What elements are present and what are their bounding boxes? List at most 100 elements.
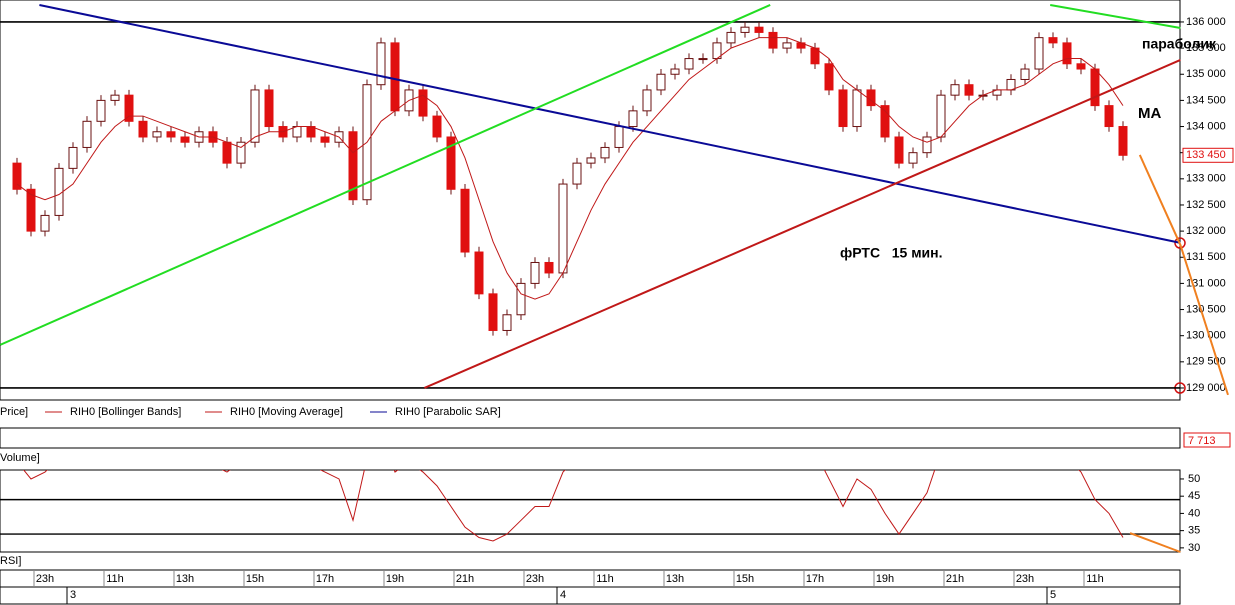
candle-body: [572, 162, 582, 185]
annotation: MA: [1138, 105, 1161, 122]
rsi-tick-label: 50: [1188, 473, 1200, 485]
candle-body: [754, 26, 764, 33]
annotation: параболик: [1142, 36, 1217, 52]
trend-line: [1138, 154, 1229, 396]
candle-body: [922, 136, 932, 154]
candle-body: [152, 131, 162, 138]
candle-body: [698, 58, 708, 61]
candle-body: [12, 162, 22, 190]
x-tick-label: 21h: [946, 573, 964, 585]
candle-body: [432, 115, 442, 138]
candle-body: [96, 99, 106, 122]
last-price-box: [1182, 147, 1234, 163]
volume-last: 7 713: [1188, 435, 1216, 447]
legend-item: RIH0 [Bollinger Bands]: [70, 406, 181, 418]
x-tick-label: 21h: [456, 573, 474, 585]
candle-body: [782, 42, 792, 49]
x-tick-label: 17h: [806, 573, 824, 585]
plot-area: [0, 21, 1180, 389]
y-tick-label: 131 000: [1186, 277, 1226, 289]
rsi-tick-label: 45: [1188, 490, 1200, 502]
x-tick-label: 11h: [106, 573, 124, 585]
candle-body: [768, 31, 778, 49]
candle-body: [1118, 126, 1128, 156]
rsi-tick-label: 40: [1188, 507, 1200, 519]
x-tick-label: 15h: [736, 573, 754, 585]
y-tick-label: 130 500: [1186, 303, 1226, 315]
x-tick-label: 23h: [36, 573, 54, 585]
candle-body: [824, 63, 834, 91]
x-tick-label: 17h: [316, 573, 334, 585]
candle-body: [1048, 37, 1058, 44]
candle-body: [376, 42, 386, 86]
y-tick-label: 132 000: [1186, 225, 1226, 237]
candle-body: [642, 89, 652, 112]
candle-body: [348, 131, 358, 201]
candle-body: [166, 131, 176, 138]
candle-body: [936, 94, 946, 138]
volume-last-box: [1183, 432, 1231, 448]
candle-body: [838, 89, 848, 128]
candle-body: [740, 26, 750, 33]
candle-body: [236, 141, 246, 164]
legend-item: RIH0 [Parabolic SAR]: [395, 406, 501, 418]
candle-body: [600, 146, 610, 159]
y-tick-label: 135 500: [1186, 42, 1226, 54]
x-tick-label: 19h: [386, 573, 404, 585]
candle-body: [446, 136, 456, 190]
x-tick-label: 13h: [176, 573, 194, 585]
candle-body: [656, 73, 666, 91]
candle-body: [908, 152, 918, 164]
candle-body: [964, 84, 974, 96]
candle-body: [684, 58, 694, 70]
candle-body: [544, 261, 554, 274]
candle-body: [390, 42, 400, 112]
rsi-tick-label: 35: [1188, 525, 1200, 537]
annotation: фРТС 15 мин.: [840, 245, 943, 261]
date-axis: [0, 586, 1181, 605]
candle-body: [110, 94, 120, 101]
candle-body: [222, 141, 232, 164]
y-tick-label: 133 000: [1186, 173, 1226, 185]
y-tick-label: 130 000: [1186, 330, 1226, 342]
date-label: 5: [1050, 589, 1056, 601]
price-panel: [0, 0, 1181, 401]
rsi-trend-line: [1129, 532, 1181, 553]
legend: Price] RIH0 [Bollinger Bands] RIH0 [Movi…: [0, 406, 501, 418]
trend-line: [1050, 3, 1181, 29]
candle-body: [950, 84, 960, 96]
candle-body: [852, 89, 862, 128]
date-label: 3: [70, 589, 76, 601]
legend-item: RIH0 [Moving Average]: [230, 406, 343, 418]
candle-body: [670, 68, 680, 75]
candle-body: [124, 94, 134, 122]
candle-body: [488, 293, 498, 331]
x-tick-label: 11h: [1086, 573, 1104, 585]
rsi-panel: [0, 469, 1181, 553]
trend-line: [0, 4, 771, 346]
candle-body: [1090, 68, 1100, 107]
candle-body: [320, 136, 330, 143]
y-tick-label: 134 000: [1186, 120, 1226, 132]
candle-body: [726, 31, 736, 44]
candle-body: [264, 89, 274, 128]
candle-body: [250, 89, 260, 143]
candle-body: [1034, 37, 1044, 70]
y-tick-label: 129 000: [1186, 382, 1226, 394]
candle-body: [894, 136, 904, 164]
candle-body: [82, 120, 92, 148]
legend-item: Price]: [0, 406, 28, 418]
candle-body: [586, 157, 596, 164]
candle-body: [474, 251, 484, 295]
trend-line: [39, 3, 1181, 244]
y-tick-label: 135 000: [1186, 68, 1226, 80]
candle-body: [460, 188, 470, 253]
candle-body: [1076, 63, 1086, 70]
moving-average: [16, 37, 1124, 300]
x-tick-label: 13h: [666, 573, 684, 585]
x-tick-label: 23h: [526, 573, 544, 585]
volume-panel: [0, 427, 1181, 449]
x-tick-label: 15h: [246, 573, 264, 585]
candle-body: [530, 261, 540, 284]
rsi-tick-label: 30: [1188, 542, 1200, 554]
